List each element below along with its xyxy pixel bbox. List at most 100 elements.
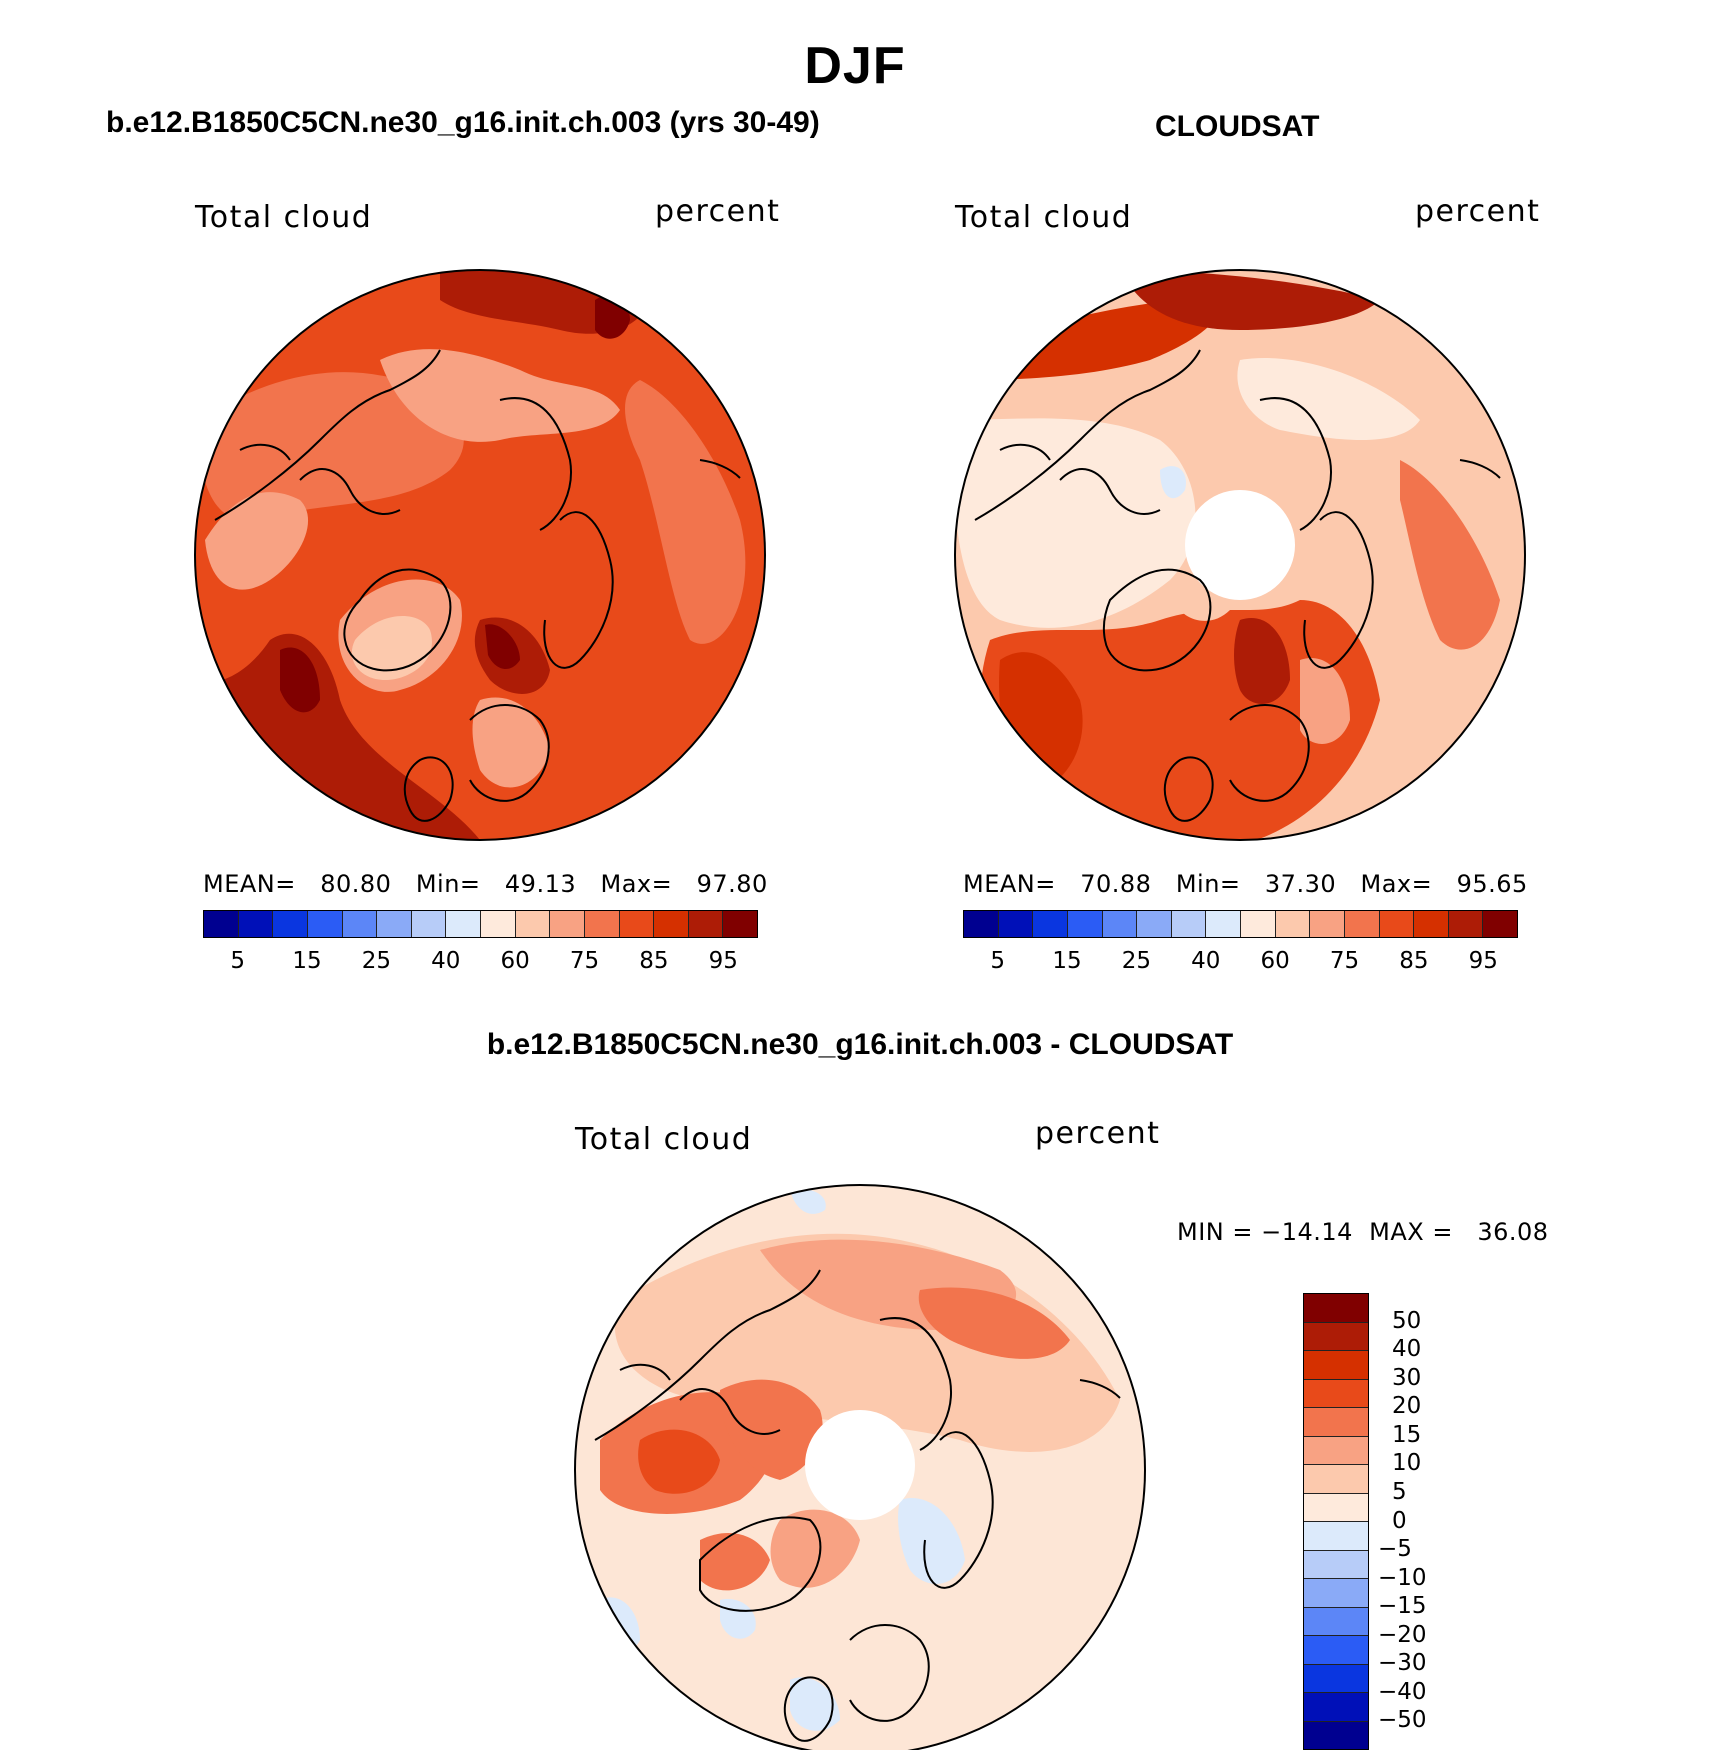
diff-colorbar-ticks: 50 40 30 20 15 10 5 0 −5 −10 −15 −20 −30 −40 −50: [1378, 1293, 1448, 1750]
obs-field-blob: [1234, 618, 1290, 704]
colorbar-swatch: [1304, 1693, 1368, 1722]
colorbar-tick-label: 60: [1260, 948, 1290, 974]
colorbar-swatch: [1414, 911, 1449, 937]
colorbar-swatch: [1304, 1408, 1368, 1437]
colorbar-tick-label: 15: [292, 948, 322, 974]
colorbar-swatch: [204, 911, 239, 937]
colorbar-swatch: [1304, 1550, 1368, 1579]
colorbar-swatch: [584, 911, 620, 937]
colorbar-swatch: [998, 911, 1034, 937]
colorbar-tick-label: 75: [569, 948, 600, 974]
obs-field-blob: [1160, 466, 1186, 499]
page-title: DJF: [804, 37, 906, 95]
colorbar-tick-label: 60: [500, 948, 530, 974]
diff-colorbar: [1303, 1293, 1369, 1750]
colorbar-tick-label: 85: [639, 948, 669, 974]
colorbar-tick-label: −15: [1378, 1593, 1427, 1620]
model-colorbar: [203, 910, 758, 938]
model-field-blob: [280, 647, 320, 713]
colorbar-swatch: [964, 911, 999, 937]
obs-field-blob: [1120, 270, 1380, 330]
obs-stats-text: MEAN= 70.88 Min= 37.30 Max= 95.65: [963, 870, 1528, 898]
colorbar-swatch: [1304, 1379, 1368, 1408]
model-field-blob: [205, 492, 309, 590]
colorbar-tick-label: 0: [1392, 1507, 1407, 1534]
diff-field-blob: [720, 1379, 823, 1480]
colorbar-swatch: [411, 911, 447, 937]
colorbar-swatch: [1241, 911, 1276, 937]
colorbar-swatch: [377, 911, 412, 937]
model-field-blob: [485, 624, 520, 670]
colorbar-tick-label: 15: [1052, 948, 1082, 974]
colorbar-swatch: [1304, 1322, 1368, 1351]
diff-field-blob: [790, 1188, 826, 1214]
obs-pole-hole: [1185, 490, 1295, 600]
obs-coastlines: [974, 349, 1501, 822]
diff-field-blob: [918, 1287, 1070, 1359]
obs-colorbar: [963, 910, 1518, 938]
colorbar-swatch: [273, 911, 308, 937]
colorbar-swatch: [1304, 1465, 1368, 1494]
diff-field-blob: [638, 1429, 720, 1494]
model-colorbar-ticks: 5 15 25 40 60 75 85 95: [203, 948, 758, 978]
diff-field-blob: [580, 1246, 640, 1304]
colorbar-swatch: [1275, 911, 1311, 937]
obs-units-label: percent: [1415, 194, 1541, 229]
colorbar-tick-label: −10: [1378, 1564, 1427, 1591]
obs-field-blob: [1400, 460, 1500, 650]
colorbar-swatch: [1304, 1664, 1368, 1693]
colorbar-tick-label: 95: [1468, 948, 1498, 974]
colorbar-swatch: [654, 911, 689, 937]
model-panel-title: b.e12.B1850C5CN.ne30_g16.init.ch.003 (yr…: [106, 106, 820, 139]
colorbar-swatch: [481, 911, 516, 937]
colorbar-swatch: [723, 911, 757, 937]
diff-map-outline: [574, 1184, 1146, 1750]
colorbar-tick-label: 5: [230, 948, 246, 974]
colorbar-tick-label: 15: [1392, 1421, 1422, 1448]
diff-variable-label: Total cloud: [575, 1122, 753, 1157]
model-coastlines: [214, 349, 741, 822]
colorbar-tick-label: −30: [1378, 1650, 1427, 1677]
colorbar-swatch: [1304, 1579, 1368, 1608]
colorbar-tick-label: 85: [1399, 948, 1429, 974]
colorbar-swatch: [1304, 1721, 1368, 1749]
model-variable-label: Total cloud: [195, 200, 373, 235]
diff-units-label: percent: [1035, 1116, 1161, 1151]
model-units-label: percent: [655, 194, 781, 229]
colorbar-swatch: [1304, 1522, 1368, 1551]
colorbar-tick-label: 25: [1121, 948, 1152, 974]
diff-field-blob: [790, 1677, 840, 1731]
colorbar-tick-label: 95: [708, 948, 738, 974]
colorbar-swatch: [688, 911, 724, 937]
colorbar-tick-label: 50: [1392, 1307, 1422, 1334]
colorbar-tick-label: 5: [1392, 1478, 1407, 1505]
colorbar-swatch: [1310, 911, 1345, 937]
colorbar-tick-label: 20: [1392, 1393, 1422, 1420]
obs-panel-title: CLOUDSAT: [1155, 110, 1320, 143]
colorbar-swatch: [307, 911, 343, 937]
colorbar-swatch: [550, 911, 585, 937]
colorbar-tick-label: 5: [990, 948, 1006, 974]
colorbar-swatch: [1206, 911, 1241, 937]
colorbar-swatch: [1344, 911, 1380, 937]
model-field-blob: [380, 349, 620, 442]
obs-map-outline: [954, 269, 1526, 841]
colorbar-swatch: [515, 911, 551, 937]
obs-field-blob: [955, 418, 1196, 628]
model-field-blob: [625, 380, 746, 644]
colorbar-swatch: [619, 911, 655, 937]
obs-variable-label: Total cloud: [955, 200, 1133, 235]
colorbar-swatch: [238, 911, 274, 937]
colorbar-tick-label: 30: [1392, 1364, 1422, 1391]
diff-stats-text: MIN = −14.14 MAX = 36.08: [1177, 1218, 1549, 1246]
colorbar-swatch: [1033, 911, 1068, 937]
model-map-outline: [194, 269, 766, 841]
colorbar-tick-label: −40: [1378, 1678, 1427, 1705]
colorbar-swatch: [1379, 911, 1415, 937]
model-field-blob: [199, 372, 464, 522]
colorbar-tick-label: −20: [1378, 1621, 1427, 1648]
colorbar-tick-label: 25: [361, 948, 392, 974]
obs-field-blob: [1300, 658, 1350, 744]
